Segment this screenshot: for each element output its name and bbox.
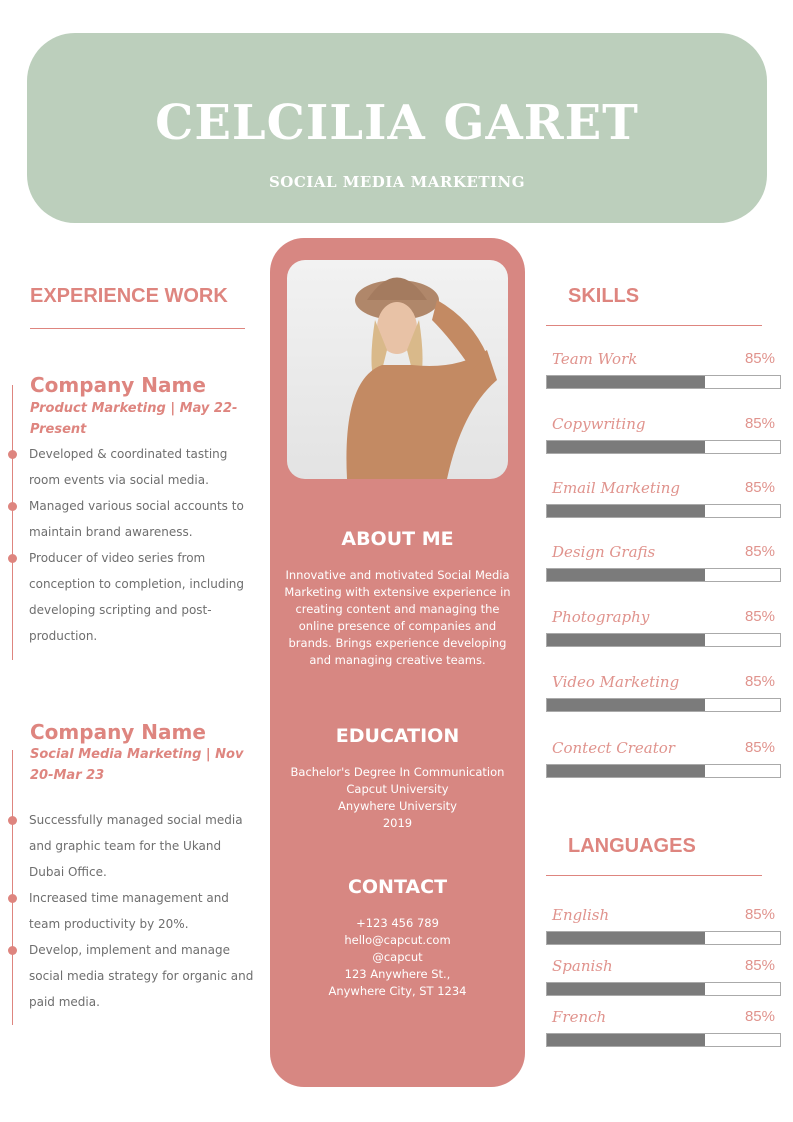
progress-fill — [547, 932, 706, 944]
progress-bar — [546, 982, 781, 996]
timeline-line — [12, 385, 13, 660]
item-name: Spanish — [552, 957, 613, 975]
bullet-dot-icon — [8, 816, 17, 825]
progress-bar — [546, 698, 781, 712]
item-percent: 85% — [744, 1008, 775, 1025]
candidate-role: SOCIAL MEDIA MARKETING — [268, 173, 526, 191]
education-title: EDUCATION — [335, 725, 460, 747]
progress-bar — [546, 375, 781, 389]
progress-fill — [547, 699, 706, 711]
item-name: English — [552, 906, 610, 924]
list-item: Producer of video series from conception… — [8, 545, 259, 649]
item-percent: 85% — [744, 415, 775, 432]
bullet-dot-icon — [8, 554, 17, 563]
email: hello@capcut.com — [344, 933, 451, 947]
item-name: Design Grafis — [552, 543, 656, 561]
progress-bar — [546, 1033, 781, 1047]
bullet-dot-icon — [8, 502, 17, 511]
item-percent: 85% — [744, 350, 775, 367]
item-name: Video Marketing — [552, 673, 680, 691]
progress-fill — [547, 1034, 706, 1046]
progress-bar — [546, 440, 781, 454]
list-item: Developed & coordinated tasting room eve… — [8, 441, 259, 493]
progress-fill — [547, 376, 706, 388]
job-subtitle: Product Marketing | May 22-Present — [30, 401, 238, 437]
item-percent: 85% — [744, 906, 775, 923]
contact-title: CONTACT — [347, 876, 448, 898]
bullet-dot-icon — [8, 946, 17, 955]
bullet-dot-icon — [8, 450, 17, 459]
bullet-dot-icon — [8, 894, 17, 903]
item-name: French — [552, 1008, 607, 1026]
profile-photo — [287, 260, 508, 479]
progress-bar — [546, 931, 781, 945]
experience-title: EXPERIENCE WORK — [30, 285, 228, 307]
contact-text: +123 456 789 hello@capcut.com @capcut 123 A… — [282, 915, 513, 1000]
divider — [546, 325, 762, 326]
item-percent: 85% — [744, 608, 775, 625]
list-item: Develop, implement and manage social med… — [8, 937, 254, 1015]
job-subtitle: Social Media Marketing | Nov 20-Mar 23 — [30, 747, 244, 783]
company-name: Company Name — [30, 373, 206, 397]
divider — [30, 328, 245, 329]
item-percent: 85% — [744, 957, 775, 974]
list-item: Managed various social accounts to maint… — [8, 493, 259, 545]
candidate-name: CELCILIA GARET — [155, 95, 639, 151]
progress-fill — [547, 505, 706, 517]
item-percent: 85% — [744, 673, 775, 690]
center-panel: ABOUT ME Innovative and motivated Social… — [270, 238, 525, 1087]
progress-fill — [547, 634, 706, 646]
skills-title: SKILLS — [568, 285, 640, 307]
progress-bar — [546, 633, 781, 647]
item-name: Photography — [552, 608, 650, 626]
item-name: Copywriting — [552, 415, 646, 433]
progress-fill — [547, 441, 706, 453]
about-title: ABOUT ME — [341, 528, 454, 550]
divider — [546, 875, 762, 876]
item-percent: 85% — [744, 479, 775, 496]
item-name: Email Marketing — [552, 479, 681, 497]
education-text: Bachelor's Degree In Communication Capcut… — [290, 765, 505, 830]
progress-fill — [547, 569, 706, 581]
about-text: Innovative and motivated Social Media Ma… — [284, 568, 511, 667]
item-name: Team Work — [552, 350, 638, 368]
list-item: Successfully managed social media and gr… — [8, 807, 254, 885]
header-banner: CELCILIA GARET SOCIAL MEDIA MARKETING — [27, 33, 767, 223]
item-percent: 85% — [744, 739, 775, 756]
company-name: Company Name — [30, 720, 206, 744]
job-bullets: Successfully managed social media and gr… — [8, 807, 254, 1015]
list-item: Increased time management and team produ… — [8, 885, 254, 937]
progress-bar — [546, 568, 781, 582]
handle: @capcut — [372, 950, 423, 964]
item-name: Contect Creator — [552, 739, 675, 757]
languages-title: LANGUAGES — [568, 835, 696, 857]
job-bullets: Developed & coordinated tasting room eve… — [8, 441, 259, 649]
progress-fill — [547, 765, 706, 777]
progress-fill — [547, 983, 706, 995]
progress-bar — [546, 504, 781, 518]
timeline-line — [12, 750, 13, 1025]
phone: +123 456 789 — [356, 916, 439, 930]
item-percent: 85% — [744, 543, 775, 560]
progress-bar — [546, 764, 781, 778]
